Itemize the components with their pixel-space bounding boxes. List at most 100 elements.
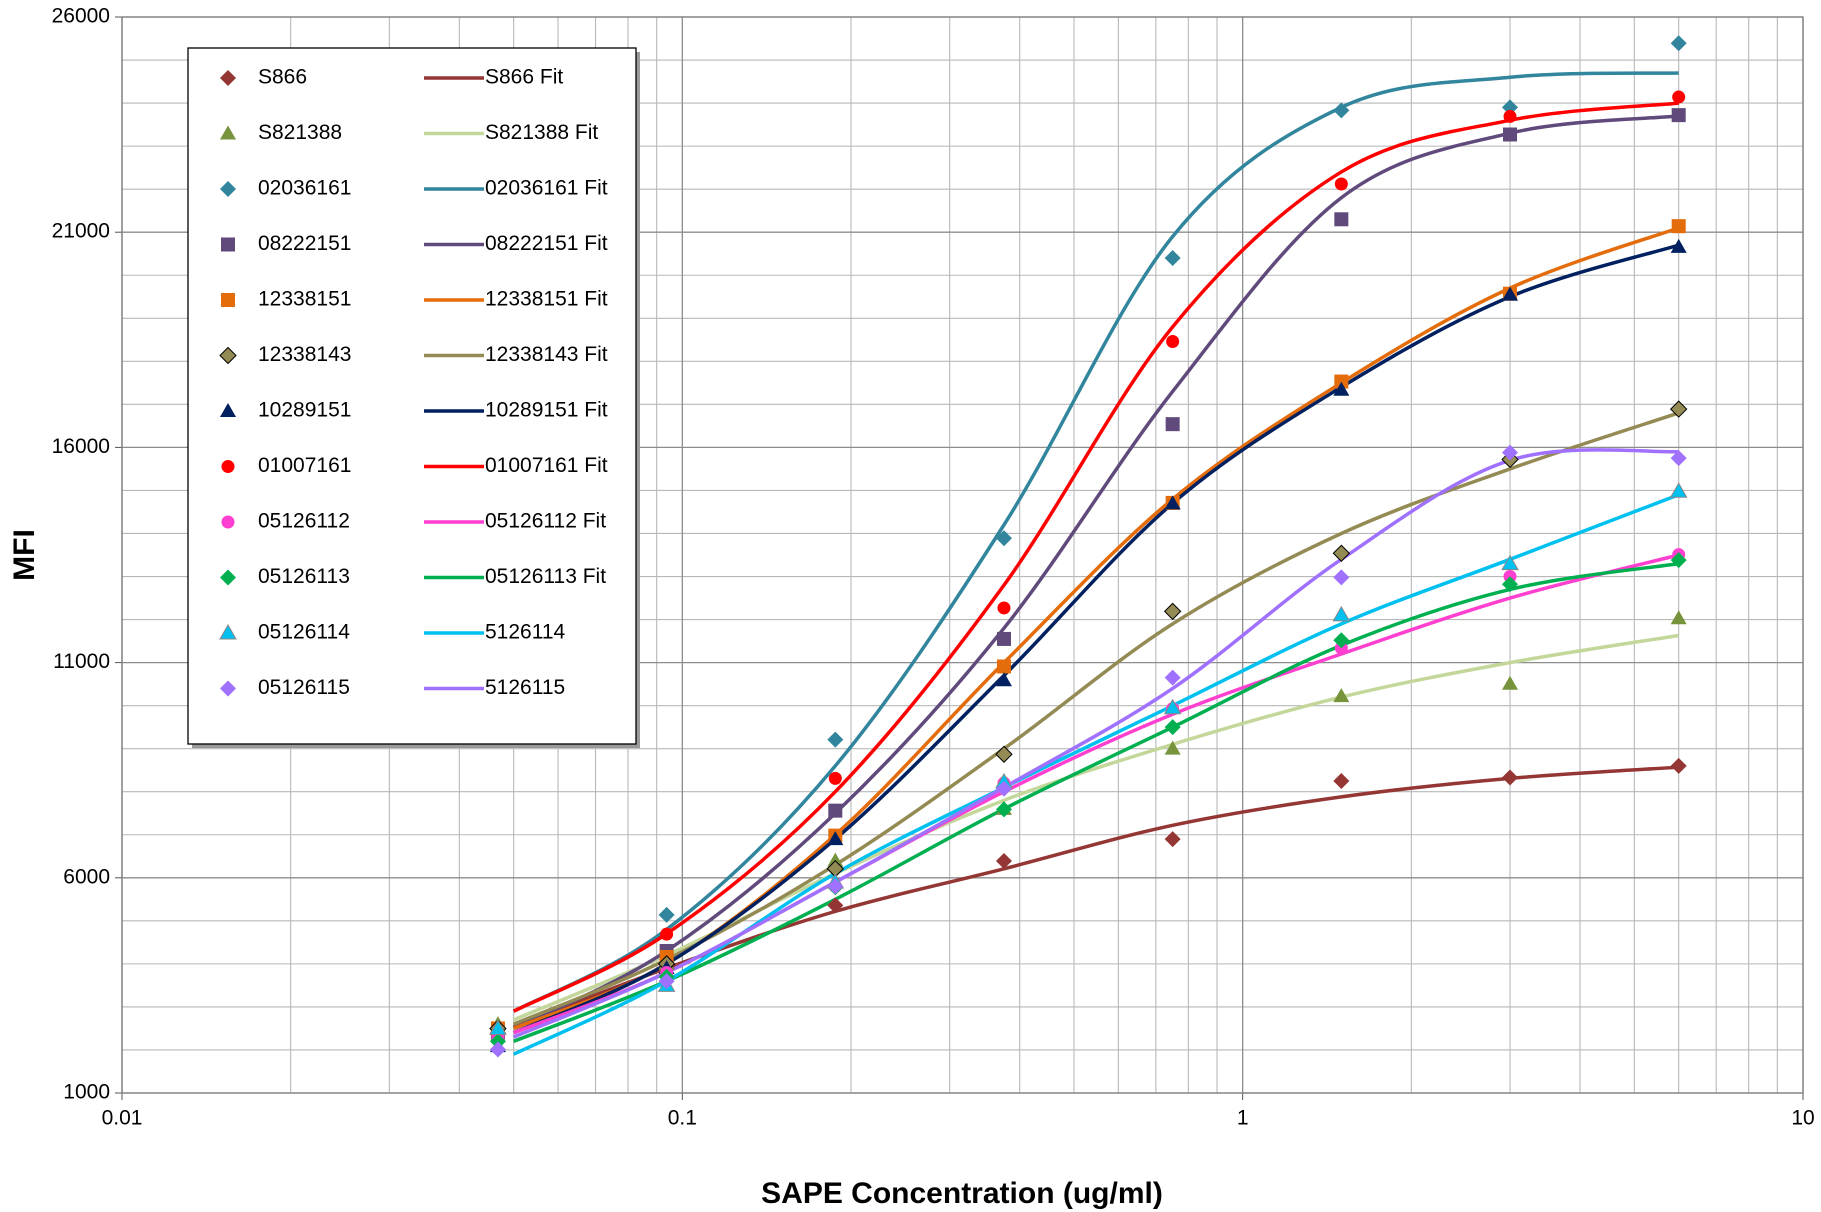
marker [221, 237, 235, 252]
marker [1163, 698, 1182, 715]
y-tick-label: 26000 [52, 5, 110, 28]
marker [1164, 831, 1181, 848]
y-tick-label: 1000 [63, 1081, 110, 1104]
marker [1332, 605, 1351, 622]
marker [1672, 90, 1686, 104]
marker [995, 801, 1012, 818]
legend-label: 05126113 Fit [485, 565, 606, 588]
legend [187, 47, 637, 745]
y-tick-label: 16000 [52, 435, 110, 458]
marker [1165, 417, 1180, 432]
marker [1164, 719, 1181, 736]
fit-line [512, 493, 1680, 1056]
fit-line [512, 633, 1679, 1022]
marker [827, 852, 844, 867]
marker [220, 403, 236, 417]
marker [219, 346, 237, 365]
marker [1671, 108, 1686, 123]
marker [995, 780, 1012, 797]
marker [220, 70, 236, 86]
legend-label: 08222151 [258, 232, 351, 255]
marker [489, 1033, 506, 1050]
legend-label: S866 [258, 66, 307, 89]
marker [997, 601, 1011, 615]
y-tick-label: 21000 [52, 220, 110, 243]
marker [220, 680, 236, 697]
legend-label: 12338143 Fit [485, 343, 608, 366]
legend-label: S866 Fit [485, 66, 563, 89]
marker [1670, 238, 1687, 253]
marker [1333, 102, 1350, 119]
marker [1671, 219, 1686, 234]
legend-label: 02036161 Fit [485, 177, 608, 200]
marker [995, 745, 1013, 763]
legend-label: 05126112 Fit [485, 510, 606, 533]
x-tick-label: 0.01 [102, 1107, 143, 1130]
x-tick-label: 0.1 [668, 1107, 697, 1130]
legend-label: 12338143 [258, 343, 351, 366]
marker [1503, 109, 1517, 123]
marker [995, 853, 1012, 870]
marker [1670, 35, 1687, 52]
marker [660, 927, 674, 941]
legend-label: 05126115 [258, 676, 350, 699]
marker [1164, 495, 1181, 510]
marker [489, 1041, 506, 1058]
marker [220, 569, 236, 586]
fit-line [512, 226, 1680, 1031]
marker [1164, 740, 1181, 755]
fit-line [512, 243, 1680, 1035]
marker [827, 831, 844, 846]
marker [1502, 444, 1519, 461]
legend-label: 12338151 Fit [485, 288, 608, 311]
fit-line [512, 101, 1679, 1013]
marker [1670, 552, 1687, 569]
marker [1503, 127, 1518, 142]
marker [1166, 335, 1180, 349]
marker [1502, 286, 1519, 301]
legend-label: 02036161 [258, 177, 351, 200]
marker [1334, 374, 1349, 389]
marker [1670, 610, 1687, 625]
marker [996, 659, 1011, 674]
legend-label: 05126113 [258, 565, 350, 588]
y-axis-title: MFI [8, 529, 41, 581]
marker [828, 803, 843, 818]
legend-label: 05126114 [258, 621, 350, 644]
marker [221, 293, 235, 307]
fit-line [512, 114, 1679, 1031]
x-tick-label: 1 [1237, 1107, 1249, 1130]
marker [1332, 544, 1351, 562]
marker [1333, 772, 1350, 789]
marker [1669, 400, 1688, 418]
y-tick-label: 11000 [53, 650, 110, 673]
fit-line [513, 561, 1679, 1043]
marker [221, 460, 235, 473]
legend-label: 5126114 [485, 621, 566, 644]
legend-label: 01007161 Fit [485, 454, 608, 477]
marker [220, 181, 236, 197]
x-tick-label: 10 [1791, 1107, 1814, 1130]
legend-label: 5126115 [485, 676, 565, 699]
legend-label: 05126112 [258, 510, 350, 533]
marker [827, 878, 844, 895]
fit-line [512, 448, 1679, 1039]
marker [1334, 177, 1348, 191]
legend-label: S821388 Fit [485, 121, 598, 144]
legend-label: 12338151 [258, 288, 351, 311]
marker [1163, 602, 1182, 621]
fit-line [512, 71, 1679, 1013]
marker [1670, 450, 1687, 467]
marker [1670, 757, 1687, 774]
fit-line [513, 765, 1679, 1029]
marker [828, 771, 842, 785]
marker [827, 731, 844, 748]
marker [220, 125, 236, 140]
marker [658, 973, 675, 990]
marker [1333, 381, 1350, 396]
y-tick-label: 6000 [63, 865, 110, 888]
marker [219, 623, 237, 640]
x-axis-title: SAPE Concentration (ug/ml) [761, 1177, 1163, 1210]
marker [1502, 576, 1519, 593]
